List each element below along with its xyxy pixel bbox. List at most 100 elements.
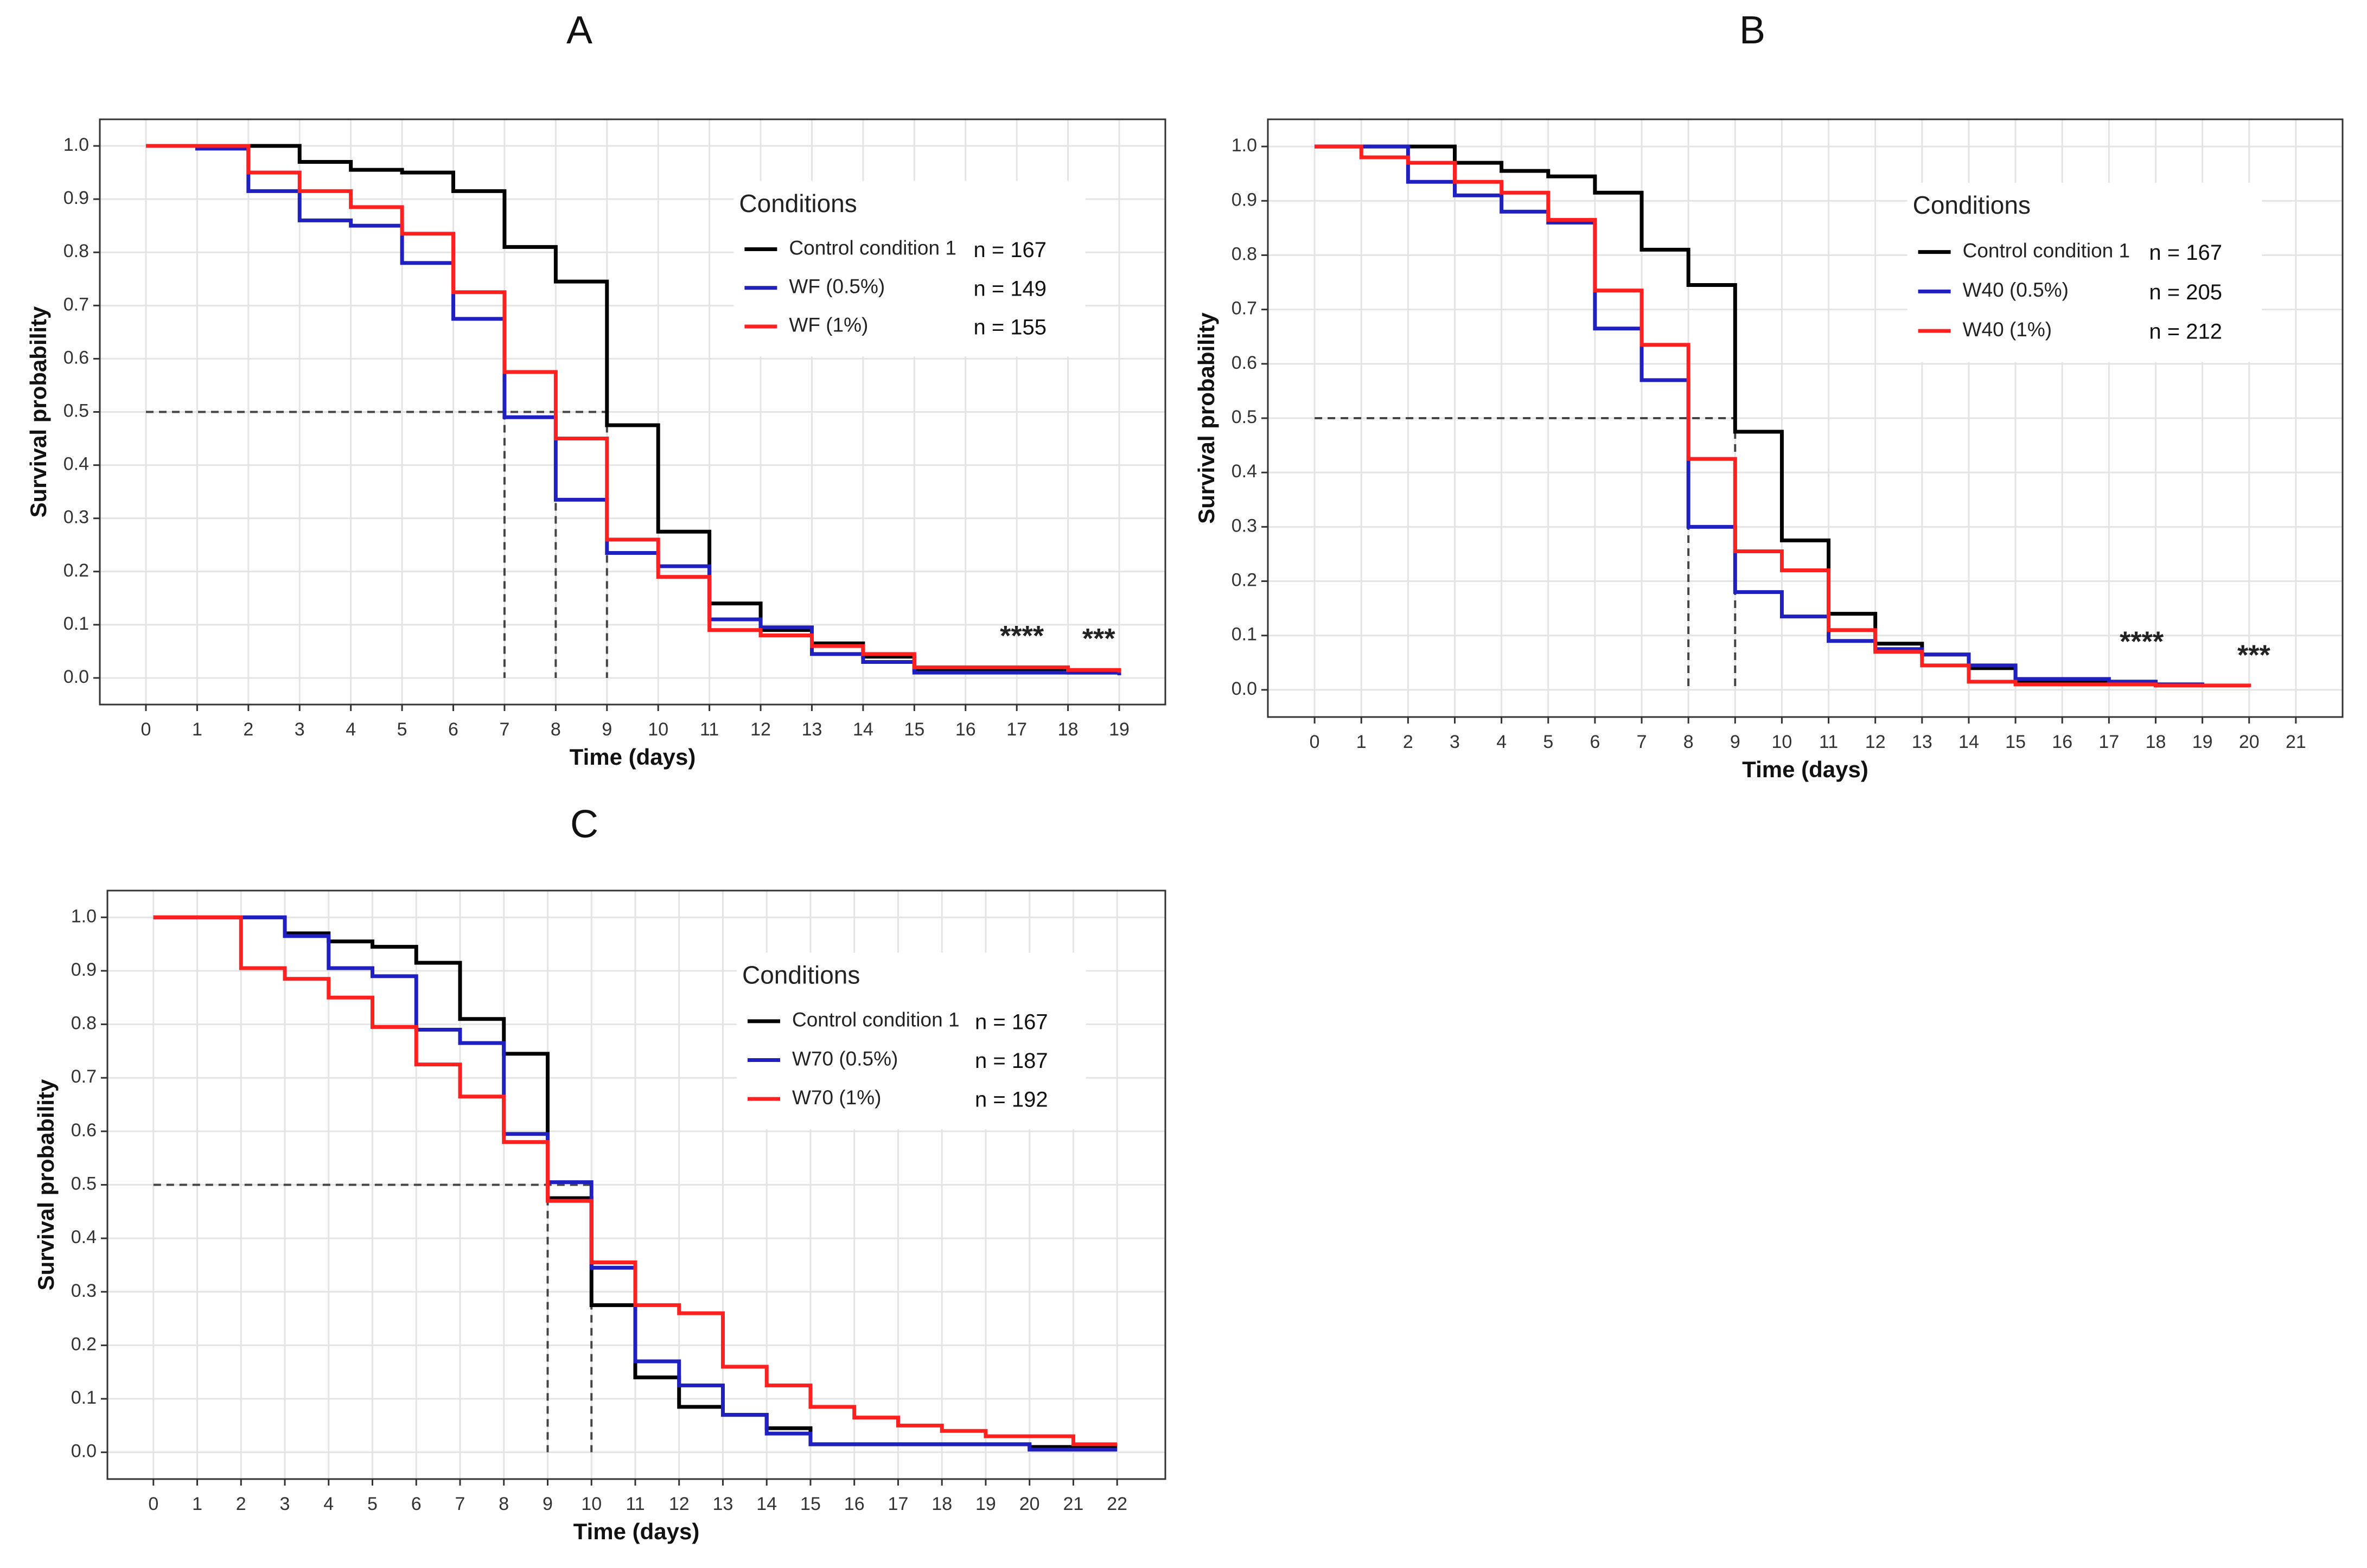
x-tick-label: 9 (1730, 732, 1740, 752)
x-tick-label: 1 (192, 1494, 202, 1514)
y-axis-title: Survival probability (25, 306, 51, 517)
survival-curve (1315, 144, 2251, 688)
y-tick-label: 0.5 (1232, 407, 1257, 427)
x-tick-label: 7 (1637, 732, 1647, 752)
legend-label: WF (1%) (789, 314, 868, 336)
x-tick-label: 16 (844, 1494, 865, 1514)
x-tick-label: 14 (756, 1494, 777, 1514)
y-tick-label: 0.7 (63, 294, 89, 315)
x-tick-label: 13 (802, 719, 822, 740)
y-tick-label: 0.5 (63, 400, 89, 421)
legend-label: W70 (0.5%) (792, 1047, 898, 1070)
legend-label: W40 (1%) (1963, 318, 2052, 341)
x-tick-label: 10 (1772, 732, 1792, 752)
x-tick-label: 8 (499, 1494, 509, 1514)
y-tick-label: 0.7 (71, 1066, 97, 1087)
x-tick-label: 14 (853, 719, 873, 740)
y-tick-label: 1.0 (63, 135, 89, 155)
y-tick-label: 0.9 (1232, 189, 1257, 210)
x-tick-label: 19 (975, 1494, 996, 1514)
y-tick-label: 0.4 (1232, 461, 1257, 482)
panel-label: A (566, 9, 592, 52)
x-tick-label: 20 (1019, 1494, 1040, 1514)
y-tick-label: 0.2 (63, 560, 89, 581)
y-tick-label: 0.3 (1232, 515, 1257, 536)
x-tick-label: 15 (2005, 732, 2026, 752)
x-tick-label: 8 (1683, 732, 1694, 752)
x-tick-label: 11 (626, 1494, 645, 1514)
y-tick-label: 1.0 (71, 906, 97, 926)
x-tick-label: 3 (295, 719, 305, 740)
legend-box (733, 181, 1086, 357)
x-tick-label: 2 (1403, 732, 1413, 752)
x-tick-label: 7 (499, 719, 509, 740)
x-tick-label: 1 (192, 719, 202, 740)
x-tick-label: 21 (1063, 1494, 1084, 1514)
survival-curve (1315, 144, 2205, 687)
plot-frame (99, 118, 1166, 706)
x-tick-label: 16 (2052, 732, 2072, 752)
x-tick-label: 2 (236, 1494, 246, 1514)
n-label: n = 205 (2149, 280, 2222, 304)
significance-marker: **** (1000, 620, 1044, 652)
x-axis-title: Time (days) (570, 744, 696, 770)
y-tick-label: 0.8 (71, 1013, 97, 1034)
x-tick-label: 1 (1356, 732, 1367, 752)
y-tick-label: 1.0 (1232, 135, 1257, 156)
y-tick-label: 0.4 (71, 1227, 97, 1247)
x-tick-label: 15 (800, 1494, 821, 1514)
x-tick-label: 12 (750, 719, 771, 740)
legend-label: W40 (0.5%) (1963, 279, 2069, 301)
x-tick-label: 4 (1496, 732, 1507, 752)
x-tick-label: 3 (1450, 732, 1460, 752)
x-axis-title: Time (days) (1742, 757, 1868, 782)
x-tick-label: 14 (1958, 732, 1979, 752)
x-tick-label: 17 (1006, 719, 1027, 740)
x-tick-label: 4 (323, 1494, 334, 1514)
x-tick-label: 9 (543, 1494, 553, 1514)
x-tick-label: 15 (904, 719, 924, 740)
n-label: n = 167 (975, 1010, 1048, 1034)
survival-curve (153, 915, 1118, 1447)
legend-label: Control condition 1 (789, 236, 956, 259)
x-tick-label: 0 (141, 719, 151, 740)
y-tick-label: 0.8 (1232, 244, 1257, 264)
legend-label: Control condition 1 (792, 1009, 960, 1031)
y-tick-label: 0.0 (1232, 679, 1257, 699)
x-tick-label: 16 (955, 719, 976, 740)
y-tick-label: 0.1 (1232, 624, 1257, 645)
legend-title: Conditions (1913, 191, 2031, 219)
legend-label: WF (0.5%) (789, 276, 885, 298)
x-tick-label: 0 (1310, 732, 1320, 752)
y-tick-label: 0.0 (71, 1441, 97, 1462)
n-label: n = 187 (975, 1049, 1048, 1073)
x-tick-label: 8 (551, 719, 561, 740)
x-tick-label: 12 (669, 1494, 690, 1514)
n-label: n = 167 (2149, 241, 2222, 265)
x-tick-label: 19 (2192, 732, 2213, 752)
y-tick-label: 0.6 (1232, 353, 1257, 373)
x-tick-label: 13 (1912, 732, 1932, 752)
x-tick-label: 3 (280, 1494, 290, 1514)
y-tick-label: 0.4 (63, 454, 89, 475)
y-axis-title: Survival probability (1194, 312, 1219, 523)
x-tick-label: 5 (1543, 732, 1553, 752)
y-tick-label: 0.1 (63, 613, 89, 634)
x-tick-label: 17 (2098, 732, 2119, 752)
plot-frame (106, 889, 1166, 1480)
x-tick-label: 0 (148, 1494, 158, 1514)
n-label: n = 155 (973, 316, 1047, 340)
y-axis-title: Survival probability (33, 1079, 59, 1290)
survival-curve (145, 144, 1121, 673)
x-tick-label: 17 (888, 1494, 909, 1514)
x-tick-label: 10 (648, 719, 668, 740)
x-tick-label: 18 (932, 1494, 952, 1514)
x-tick-label: 18 (2146, 732, 2166, 752)
n-label: n = 167 (973, 238, 1047, 262)
x-tick-label: 4 (346, 719, 356, 740)
legend-label: W70 (1%) (792, 1086, 881, 1109)
x-tick-label: 19 (1109, 719, 1130, 740)
x-tick-label: 11 (1819, 732, 1838, 752)
n-label: n = 192 (975, 1088, 1048, 1112)
y-tick-label: 0.1 (71, 1387, 97, 1408)
